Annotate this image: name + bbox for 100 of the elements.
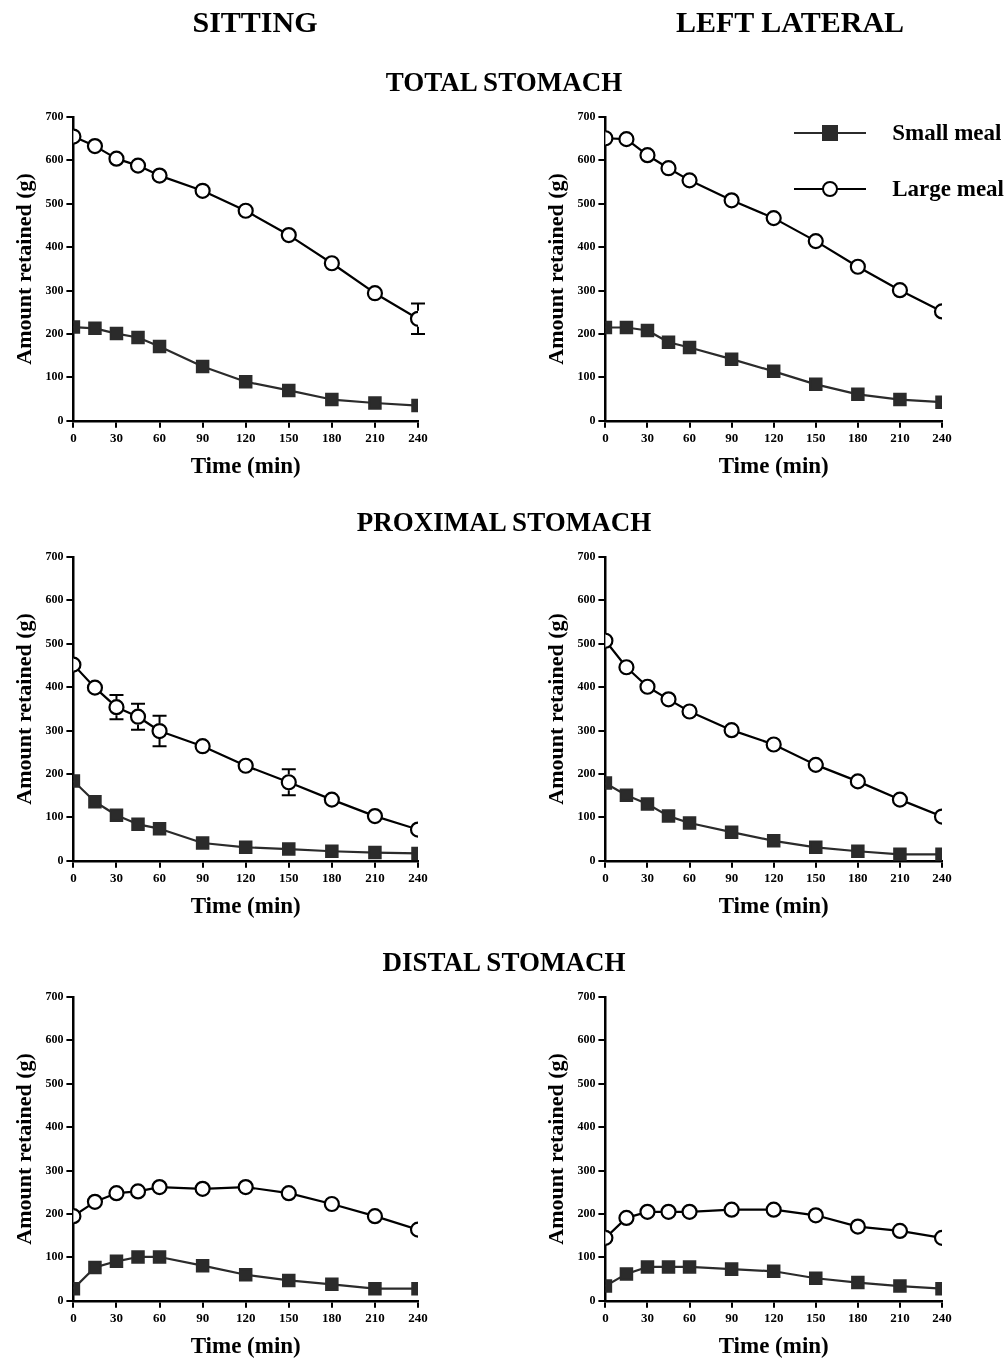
point — [108, 1185, 125, 1202]
point — [618, 659, 635, 676]
point — [661, 1260, 676, 1274]
point — [765, 736, 782, 753]
point — [849, 258, 866, 275]
point — [682, 816, 697, 830]
y-tick-label: 100 — [45, 809, 64, 824]
x-tick-label: 30 — [109, 429, 123, 445]
text: PROXIMAL STOMACH — [355, 507, 653, 538]
point — [619, 320, 634, 335]
x-tick-label: 60 — [683, 429, 697, 445]
x-tick-label: 60 — [153, 1309, 167, 1325]
x-tick-label: 90 — [725, 1309, 739, 1325]
y-tick-label: 700 — [45, 109, 64, 124]
point — [619, 1267, 634, 1281]
y-tick-label: 300 — [45, 722, 64, 737]
y-axis-title: Amount retained (g) — [10, 173, 36, 365]
point — [131, 817, 145, 832]
point — [131, 1250, 145, 1264]
point — [88, 795, 102, 809]
point — [109, 808, 124, 822]
y-tick-label: 500 — [45, 1075, 64, 1090]
x-tick-label: 90 — [725, 429, 739, 445]
y-tick-label: 600 — [45, 592, 64, 607]
y-tick-label: 400 — [577, 239, 596, 254]
y-tick-label: 400 — [577, 1119, 596, 1134]
x-tick-label: 120 — [235, 429, 256, 445]
x-tick-label: 60 — [153, 869, 167, 885]
point — [640, 797, 655, 811]
y-tick-label: 300 — [45, 1162, 64, 1177]
point — [849, 1218, 866, 1235]
point — [151, 722, 168, 740]
x-tick-label: 210 — [365, 1309, 385, 1325]
x-axis-title: Time (min) — [190, 1333, 301, 1359]
point — [86, 1193, 104, 1210]
point — [681, 1203, 698, 1220]
point — [237, 1178, 254, 1196]
y-tick-label: 200 — [45, 766, 64, 781]
x-tick-label: 240 — [932, 429, 952, 445]
x-axis-title: Time (min) — [718, 453, 829, 479]
point — [891, 282, 909, 299]
point — [366, 285, 384, 302]
point — [724, 825, 739, 839]
point — [618, 1209, 635, 1227]
point — [88, 321, 102, 336]
y-tick-label: 200 — [45, 326, 64, 341]
x-tick-label: 60 — [153, 429, 167, 445]
x-tick-label: 30 — [109, 869, 123, 885]
point — [323, 791, 340, 808]
point — [152, 821, 167, 836]
y-tick-label: 0 — [57, 1292, 64, 1307]
x-tick-label: 240 — [408, 1309, 428, 1325]
x-tick-label: 180 — [848, 1309, 868, 1325]
point — [195, 1258, 210, 1273]
point — [366, 808, 384, 825]
legend-label: Large meal — [892, 176, 1004, 202]
point — [766, 1264, 781, 1279]
point — [129, 708, 147, 725]
chart-subtitle: LEFT LATERAL — [674, 5, 906, 39]
point — [619, 788, 634, 803]
y-tick-label: 100 — [45, 1249, 64, 1264]
point — [849, 773, 866, 790]
chart-subtitle: SITTING — [191, 5, 319, 39]
y-axis-title: Amount retained (g) — [10, 613, 36, 805]
x-tick-label: 120 — [235, 869, 256, 885]
y-tick-label: 700 — [577, 989, 596, 1004]
point — [682, 1260, 697, 1274]
y-tick-label: 200 — [577, 326, 596, 341]
y-tick-label: 600 — [577, 152, 596, 167]
point — [108, 150, 125, 167]
text: DISTAL STOMACH — [381, 947, 627, 978]
point — [86, 137, 104, 155]
point — [129, 157, 147, 174]
point — [368, 1281, 382, 1296]
point — [851, 1275, 865, 1290]
x-tick-label: 210 — [890, 429, 910, 445]
point — [280, 774, 297, 791]
x-tick-label: 210 — [365, 429, 385, 445]
point — [323, 255, 340, 272]
point — [194, 182, 211, 199]
y-tick-label: 500 — [577, 195, 596, 210]
x-tick-label: 240 — [408, 869, 428, 885]
y-tick-label: 700 — [45, 989, 64, 1004]
y-tick-label: 200 — [45, 1206, 64, 1221]
x-axis-title: Time (min) — [190, 453, 301, 479]
x-tick-label: 180 — [322, 869, 342, 885]
point — [368, 396, 382, 410]
point — [891, 791, 909, 808]
point — [282, 383, 296, 398]
x-tick-label: 90 — [196, 869, 210, 885]
y-tick-label: 0 — [57, 412, 64, 427]
point — [108, 699, 125, 716]
point — [195, 359, 210, 374]
x-tick-label: 180 — [848, 429, 868, 445]
point — [723, 192, 740, 209]
point — [88, 1260, 102, 1275]
x-axis-title: Time (min) — [718, 1333, 829, 1359]
point — [809, 840, 823, 855]
x-tick-label: 0 — [70, 1309, 77, 1325]
point — [660, 691, 677, 708]
